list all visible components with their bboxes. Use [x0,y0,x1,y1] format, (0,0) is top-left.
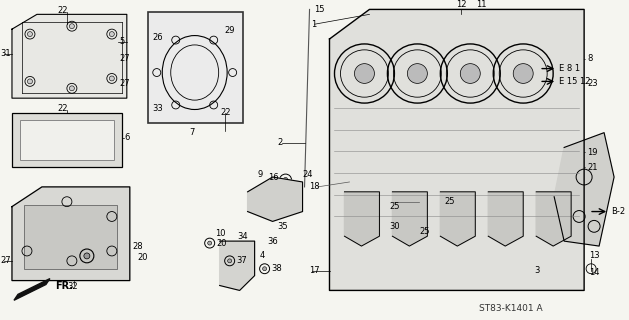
Text: 27: 27 [120,54,130,63]
Text: 21: 21 [587,163,598,172]
Text: E 15 12: E 15 12 [559,77,591,86]
Text: 3: 3 [534,266,540,275]
Text: FR.: FR. [55,282,73,292]
Text: 36: 36 [267,236,279,246]
Text: 25: 25 [420,227,430,236]
Text: 6: 6 [125,133,130,142]
Text: 20: 20 [138,253,148,262]
Text: 25: 25 [444,197,455,206]
Text: E 8 1: E 8 1 [559,64,581,73]
Text: 11: 11 [476,0,487,9]
Polygon shape [392,192,427,246]
Text: 29: 29 [225,26,235,35]
Circle shape [69,86,74,91]
Circle shape [69,24,74,29]
Text: 8: 8 [587,54,593,63]
Text: 25: 25 [389,202,400,211]
Text: 12: 12 [456,0,467,9]
Polygon shape [554,133,614,246]
Text: 27: 27 [0,256,11,265]
Text: 26: 26 [153,33,164,42]
Circle shape [28,32,33,36]
Text: 5: 5 [120,37,125,46]
Text: B-2: B-2 [611,207,625,216]
Text: 23: 23 [587,79,598,88]
Polygon shape [330,9,584,291]
Text: 33: 33 [153,104,164,113]
Polygon shape [220,241,255,291]
Text: 37: 37 [237,256,247,265]
Polygon shape [345,192,379,246]
Text: 22: 22 [57,104,67,113]
Text: 31: 31 [0,49,11,58]
Text: 22: 22 [221,108,231,117]
Text: 2: 2 [277,138,283,147]
Circle shape [262,267,267,271]
Text: ST83-K1401 A: ST83-K1401 A [479,304,543,313]
Polygon shape [14,279,50,300]
Text: 10: 10 [214,229,225,238]
Circle shape [460,64,481,84]
Text: 38: 38 [272,264,282,273]
Text: 13: 13 [589,252,599,260]
Text: 7: 7 [190,128,195,137]
Circle shape [408,64,427,84]
Text: 1: 1 [311,20,317,29]
Polygon shape [440,192,476,246]
Circle shape [84,253,90,259]
Text: 27: 27 [120,79,130,88]
Circle shape [513,64,533,84]
Text: 14: 14 [589,268,599,277]
Bar [24,205,117,269]
Text: 30: 30 [389,222,400,231]
Circle shape [355,64,374,84]
Text: 15: 15 [314,5,325,14]
Text: 19: 19 [587,148,598,157]
Circle shape [208,241,212,245]
Polygon shape [12,187,130,281]
Circle shape [109,32,114,36]
Polygon shape [536,192,571,246]
Circle shape [228,259,231,263]
Polygon shape [488,192,523,246]
Text: 18: 18 [309,182,320,191]
Polygon shape [12,14,127,98]
Circle shape [283,178,288,182]
Text: 34: 34 [238,232,248,241]
Bar [148,12,243,123]
Text: 28: 28 [133,242,143,251]
Text: 35: 35 [277,222,288,231]
Text: 24: 24 [303,170,313,179]
Text: 4: 4 [260,252,265,260]
Text: 9: 9 [258,170,263,179]
Circle shape [109,76,114,81]
Text: 32: 32 [67,282,77,291]
Text: 16: 16 [267,172,278,181]
Text: 20: 20 [216,239,227,248]
Bar [12,113,122,167]
Text: 22: 22 [57,6,67,15]
Text: 17: 17 [309,266,320,275]
Circle shape [28,79,33,84]
Polygon shape [248,177,303,221]
Bar [20,120,114,160]
